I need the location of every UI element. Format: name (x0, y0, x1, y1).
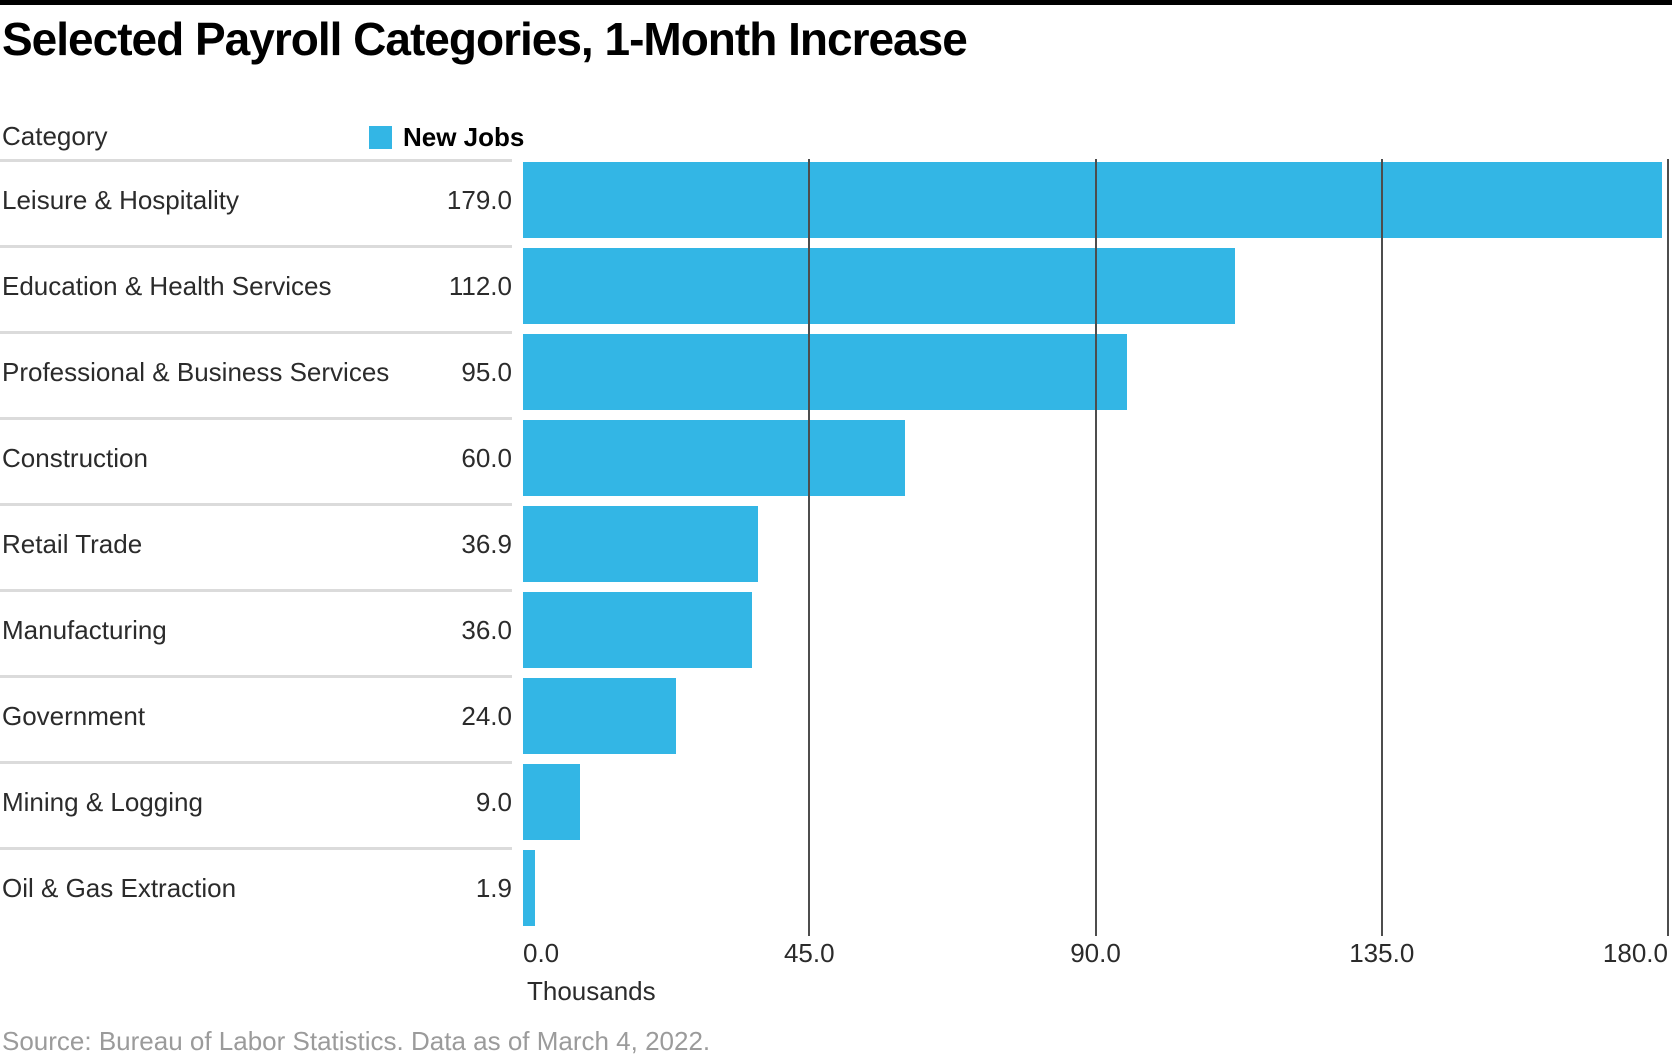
category-label: Government (2, 700, 146, 731)
value-label: 36.9 (461, 528, 512, 559)
bar-track (523, 506, 1668, 582)
x-tick-label: 45.0 (783, 938, 835, 968)
row-separator (0, 503, 512, 506)
row-separator (0, 589, 512, 592)
source-note: Source: Bureau of Labor Statistics. Data… (2, 1026, 711, 1056)
value-label: 1.9 (475, 872, 512, 903)
x-tick-label: 135.0 (1349, 938, 1415, 968)
bar-track (523, 764, 1668, 840)
value-label: 24.0 (461, 700, 512, 731)
chart-row: Construction 60.0 (0, 417, 1672, 503)
category-label: Professional & Business Services (2, 356, 390, 387)
bar (523, 334, 1128, 410)
row-separator (0, 417, 512, 420)
bar-track (523, 850, 1668, 926)
chart-row: Mining & Logging 9.0 (0, 761, 1672, 847)
bar (523, 592, 752, 668)
bar (523, 678, 676, 754)
value-label: 179.0 (446, 184, 512, 215)
value-label: 9.0 (475, 786, 512, 817)
x-tick-label: 90.0 (1070, 938, 1121, 968)
bar (523, 248, 1236, 324)
x-tick-label: 0.0 (523, 938, 560, 968)
category-label: Retail Trade (2, 528, 143, 559)
x-tick-label: 180.0 (1602, 938, 1668, 968)
category-label: Education & Health Services (2, 270, 332, 301)
top-accent-bar (0, 0, 1672, 5)
value-label: 112.0 (448, 270, 512, 301)
bar (523, 506, 758, 582)
chart-rows: Leisure & Hospitality 179.0 Education & … (0, 159, 1672, 933)
category-column-header: Category (2, 121, 108, 151)
bar (523, 162, 1662, 238)
chart-row: Government 24.0 (0, 675, 1672, 761)
chart-row: Oil & Gas Extraction 1.9 (0, 847, 1672, 933)
value-label: 36.0 (461, 614, 512, 645)
chart-row: Retail Trade 36.9 (0, 503, 1672, 589)
bar (523, 420, 905, 496)
bar-track (523, 248, 1668, 324)
row-separator (0, 159, 512, 162)
bar-track (523, 420, 1668, 496)
bar (523, 764, 581, 840)
category-label: Oil & Gas Extraction (2, 872, 237, 903)
row-separator (0, 245, 512, 248)
bar-track (523, 592, 1668, 668)
category-label: Mining & Logging (2, 786, 203, 817)
chart-row: Professional & Business Services 95.0 (0, 331, 1672, 417)
legend-swatch-icon (369, 125, 392, 149)
chart-title: Selected Payroll Categories, 1-Month Inc… (2, 13, 968, 65)
value-label: 95.0 (461, 356, 512, 387)
x-axis-unit-label: Thousands (527, 976, 656, 1006)
bar (523, 850, 536, 926)
row-separator (0, 847, 512, 850)
bar-track (523, 678, 1668, 754)
legend-label: New Jobs (403, 122, 525, 152)
x-axis-tick-labels: 0.0 45.0 90.0 135.0 180.0 (523, 938, 1668, 970)
legend: New Jobs (369, 122, 524, 152)
bar-track (523, 162, 1668, 238)
category-label: Leisure & Hospitality (2, 184, 239, 215)
category-label: Manufacturing (2, 614, 167, 645)
category-label: Construction (2, 442, 148, 473)
row-separator (0, 675, 512, 678)
value-label: 60.0 (461, 442, 512, 473)
chart-row: Leisure & Hospitality 179.0 (0, 159, 1672, 245)
chart-row: Education & Health Services 112.0 (0, 245, 1672, 331)
bar-track (523, 334, 1668, 410)
row-separator (0, 761, 512, 764)
row-separator (0, 331, 512, 334)
chart-row: Manufacturing 36.0 (0, 589, 1672, 675)
